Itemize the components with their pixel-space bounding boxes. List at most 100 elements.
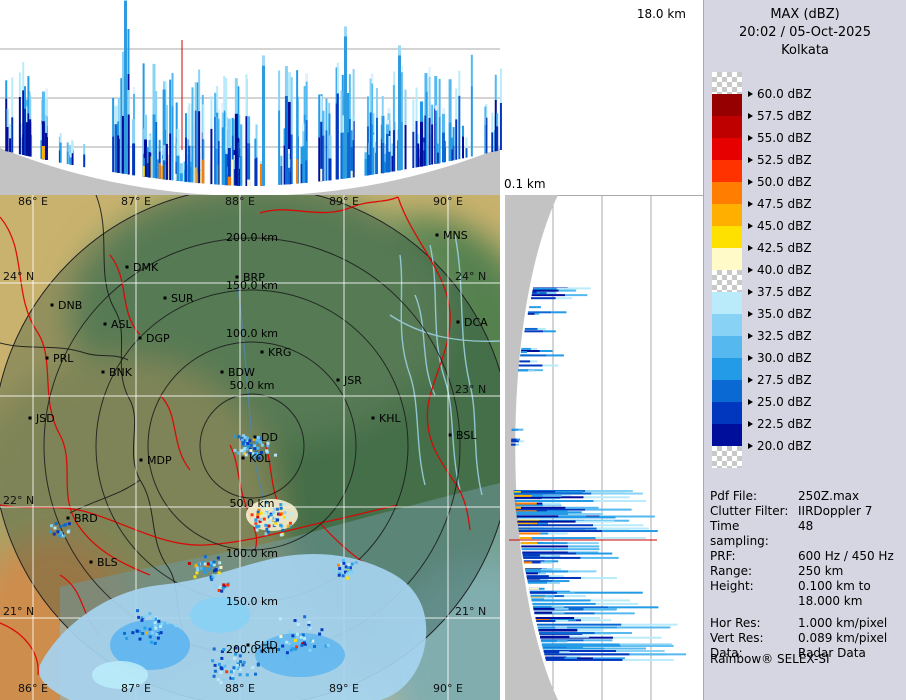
info-spacer [710,609,904,616]
lat-label: 22° N [3,494,34,507]
range-ring-label: 50.0 km [229,497,274,510]
info-row: Vert Res: 0.089 km/pixel [710,631,904,646]
info-label: Time sampling: [710,519,769,548]
yz-projection-panel[interactable] [505,195,703,700]
city-marker [336,378,340,382]
range-ring-label: 150.0 km [226,595,278,608]
legend-tick-icon [748,333,753,339]
city-marker [435,233,439,237]
legend-color-box [712,138,742,160]
legend-color-box [712,204,742,226]
city-marker [125,265,129,269]
legend-color-box [712,380,742,402]
legend-color-box [712,116,742,138]
range-ring-label: 150.0 km [226,279,278,292]
city-marker [371,416,375,420]
legend-tick-icon [748,135,753,141]
legend-tick-icon [748,223,753,229]
city-label: MNS [443,229,468,242]
xz-echo-bars [5,0,502,186]
legend-tick-icon [748,289,753,295]
legend-color-box [712,248,742,270]
precip-area-south [39,499,427,700]
info-value: 250 km [798,564,844,578]
legend-color-box [712,270,742,292]
info-row: Hor Res: 1.000 km/pixel [710,616,904,631]
yz-gridlines [505,195,703,700]
info-label: Range: [710,564,753,578]
legend-label: 52.5 dBZ [748,152,812,168]
city-marker [139,458,143,462]
legend-tick-icon [748,421,753,427]
city-marker [89,560,93,564]
city-marker [246,643,250,647]
lon-label: 89° E [329,195,359,208]
legend-color-box [712,358,742,380]
city-marker [448,433,452,437]
city-label: JSD [35,412,55,425]
lat-label: 21° N [455,605,486,618]
info-label: PRF: [710,549,736,563]
lat-label: 24° N [455,270,486,283]
legend-label: 20.0 dBZ [748,438,812,454]
height-axis-max-label: 18.0 km [636,7,686,21]
lat-label: 23° N [455,383,486,396]
lon-label: 89° E [329,682,359,695]
info-row: Clutter Filter: IIRDoppler 7 [710,504,904,519]
legend-tick-icon [748,267,753,273]
city-marker [253,435,257,439]
city-label: JSR [343,374,362,387]
legend-tick-icon [748,245,753,251]
range-ring-label: 50.0 km [229,379,274,392]
legend-tick-icon [748,311,753,317]
city-marker [28,416,32,420]
xz-ground-wedge [0,148,500,196]
legend-label: 47.5 dBZ [748,196,812,212]
info-value: 48 [798,519,814,533]
city-label: BLS [97,556,118,569]
info-value: Radar Data [798,646,866,660]
legend-label: 35.0 dBZ [748,306,812,322]
legend-tick-icon [748,355,753,361]
legend-tick-icon [748,91,753,97]
legend-color-box [712,182,742,204]
info-label: Pdf File: [710,489,758,503]
lon-label: 87° E [121,195,151,208]
legend-color-box [712,94,742,116]
info-row: Range: 250 km [710,564,904,579]
city-label: BRP [243,271,265,284]
city-label: PRL [53,352,74,365]
city-label: BDW [228,366,255,379]
lat-label: 21° N [3,605,34,618]
city-label: KHL [379,412,401,425]
radar-map-panel[interactable]: 86° E 86° E 87° E 87° E 88° E 88° E 89° E 89° E… [0,195,500,700]
city-marker [163,296,167,300]
city-marker [66,516,70,520]
info-row: Data: Radar Data [710,646,904,661]
lon-label: 86° E [18,195,48,208]
city-marker [50,303,54,307]
info-value: 250Z.max [798,489,860,503]
legend-color-box [712,446,742,468]
legend-label: 50.0 dBZ [748,174,812,190]
legend-label: 57.5 dBZ [748,108,812,124]
legend-label: 55.0 dBZ [748,130,812,146]
product-title: MAX (dBZ) [770,7,840,22]
info-label: Vert Res: [710,631,764,645]
legend-label: 32.5 dBZ [748,328,812,344]
map-echo-pixels [48,434,358,685]
xz-projection-panel[interactable] [0,0,703,196]
info-row: Time sampling: 48 [710,519,904,549]
legend-label: 30.0 dBZ [748,350,812,366]
legend-label: 42.5 dBZ [748,240,812,256]
info-row: 18.000 km [710,594,904,609]
city-marker [235,275,239,279]
legend-color-box [712,160,742,182]
legend-tick-icon [748,113,753,119]
height-axis-min-label: 0.1 km [504,177,546,191]
legend-label: 37.5 dBZ [748,284,812,300]
legend-label: 22.5 dBZ [748,416,812,432]
lat-label: 24° N [3,270,34,283]
legend-color-box [712,72,742,94]
river-lines [237,234,500,526]
